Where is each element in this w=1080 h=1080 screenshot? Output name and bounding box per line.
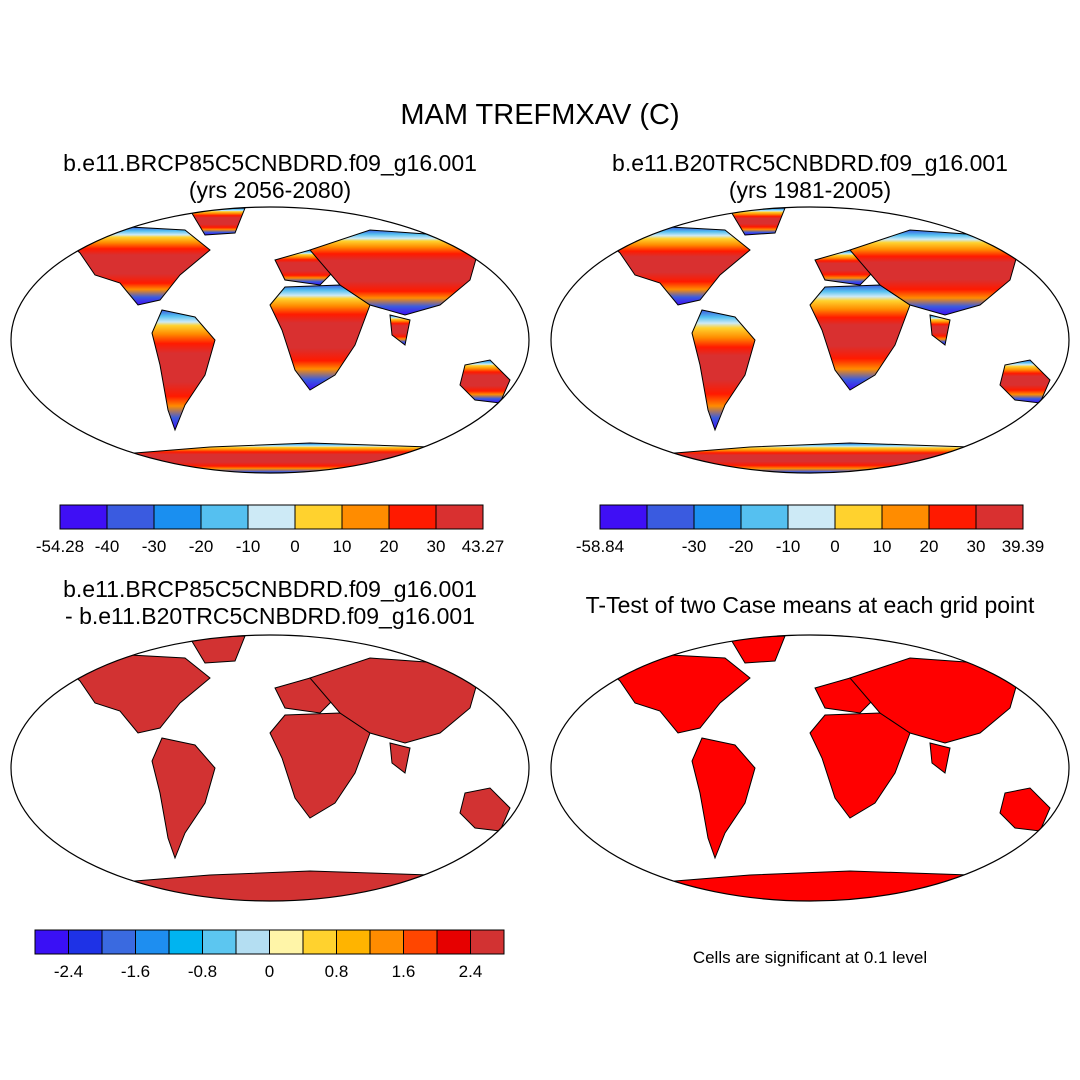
colorbar-tick-label: 0	[830, 537, 839, 556]
colorbar-swatch	[388, 504, 437, 530]
colorbar-tick-label: -30	[142, 537, 167, 556]
significance-note: Cells are significant at 0.1 level	[692, 948, 928, 967]
panel-4-title: T-Test of two Case means at each grid po…	[560, 592, 1060, 619]
colorbar-swatch	[153, 504, 202, 530]
colorbar-tick-label: -10	[776, 537, 801, 556]
colorbar-swatch	[106, 504, 155, 530]
panel-3-title-line2: - b.e11.B20TRC5CNBDRD.f09_g16.001	[65, 603, 475, 629]
map-future-climate	[10, 206, 530, 474]
colorbar-tick-label: -10	[236, 537, 261, 556]
colorbar-swatch	[302, 929, 337, 955]
panel-2-title-line1: b.e11.B20TRC5CNBDRD.f09_g16.001	[612, 150, 1008, 176]
colorbar-tick-label: 0	[265, 962, 274, 981]
panel-2-title: b.e11.B20TRC5CNBDRD.f09_g16.001 (yrs 198…	[560, 150, 1060, 204]
figure-title: MAM TREFMXAV (C)	[400, 99, 680, 131]
colorbar-swatch	[740, 504, 789, 530]
colorbar-tick-label: 43.27	[462, 537, 505, 556]
panel-1-title-line1: b.e11.BRCP85C5CNBDRD.f09_g16.001	[63, 150, 477, 176]
panel-1-title-line2: (yrs 2056-2080)	[188, 177, 352, 203]
colorbar-tick-label: 10	[873, 537, 892, 556]
colorbar-tick-label: -20	[729, 537, 754, 556]
panel-2-title-line2: (yrs 1981-2005)	[728, 177, 892, 203]
colorbar-swatch	[59, 504, 108, 530]
colorbar-swatch	[369, 929, 404, 955]
map-historical-climate	[550, 206, 1070, 474]
colorbar-swatch	[294, 504, 343, 530]
map-t-test	[550, 634, 1070, 902]
colorbar-tick-label: -58.84	[576, 537, 624, 556]
colorbar-swatch	[247, 504, 296, 530]
colorbar-swatch	[646, 504, 695, 530]
colorbar-swatch	[436, 929, 471, 955]
colorbar-tick-label: -0.8	[188, 962, 217, 981]
colorbar-tick-label: 0.8	[325, 962, 349, 981]
map-difference	[10, 634, 530, 902]
colorbar-swatch	[787, 504, 836, 530]
colorbar-tick-label: -2.4	[54, 962, 83, 981]
colorbar-swatch	[975, 504, 1024, 530]
colorbar-swatch	[881, 504, 930, 530]
panel-3-title-line1: b.e11.BRCP85C5CNBDRD.f09_g16.001	[63, 576, 477, 602]
colorbar-tick-label: 20	[920, 537, 939, 556]
colorbar-difference: -2.4 -1.6 -0.8 0 0.8 1.6 2.4	[34, 929, 505, 981]
colorbar-swatch	[834, 504, 883, 530]
colorbar-swatch	[336, 929, 371, 955]
colorbar-swatch	[202, 929, 237, 955]
colorbar-tick-label: 39.39	[1002, 537, 1045, 556]
colorbar-tick-label: -54.28	[36, 537, 84, 556]
colorbar-tick-label: -1.6	[121, 962, 150, 981]
panel-4-title-line1: T-Test of two Case means at each grid po…	[585, 592, 1035, 618]
colorbar-swatch	[341, 504, 390, 530]
colorbar-swatch	[235, 929, 270, 955]
colorbar-tick-label: 30	[967, 537, 986, 556]
colorbar-swatch	[599, 504, 648, 530]
colorbar-swatch	[135, 929, 170, 955]
colorbar-tick-label: -30	[682, 537, 707, 556]
colorbar-future: -54.28 -40 -30 -20 -10 0 10 20 30 43.27	[36, 504, 505, 556]
colorbar-swatch	[928, 504, 977, 530]
colorbar-swatch	[269, 929, 304, 955]
colorbar-swatch	[34, 929, 69, 955]
panel-3-title: b.e11.BRCP85C5CNBDRD.f09_g16.001 - b.e11…	[20, 576, 520, 630]
colorbar-swatch	[68, 929, 103, 955]
panel-1-title: b.e11.BRCP85C5CNBDRD.f09_g16.001 (yrs 20…	[20, 150, 520, 204]
colorbar-swatch	[168, 929, 203, 955]
colorbar-swatch	[470, 929, 505, 955]
colorbar-swatch	[403, 929, 438, 955]
colorbar-swatch	[200, 504, 249, 530]
colorbar-tick-label: 1.6	[392, 962, 416, 981]
colorbar-tick-label: 30	[427, 537, 446, 556]
colorbar-tick-label: -40	[95, 537, 120, 556]
colorbar-tick-label: 10	[333, 537, 352, 556]
colorbar-historical: -58.84 -30 -20 -10 0 10 20 30 39.39	[576, 504, 1045, 556]
colorbar-swatch	[101, 929, 136, 955]
colorbar-tick-label: 20	[380, 537, 399, 556]
colorbar-tick-label: 0	[290, 537, 299, 556]
colorbar-swatch	[693, 504, 742, 530]
colorbar-swatch	[435, 504, 484, 530]
colorbar-tick-label: 2.4	[459, 962, 483, 981]
colorbar-tick-label: -20	[189, 537, 214, 556]
